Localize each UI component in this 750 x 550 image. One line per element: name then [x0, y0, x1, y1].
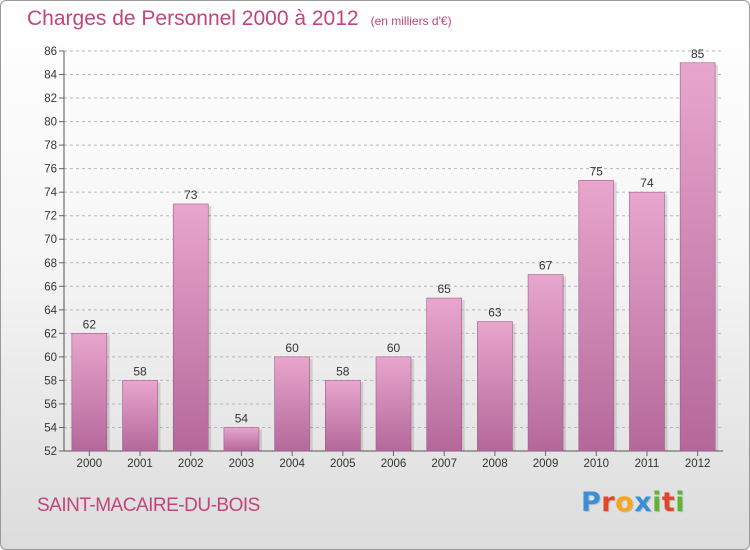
logo-letter: r	[601, 487, 616, 518]
y-tick-label: 52	[44, 446, 57, 458]
commune-name: SAINT-MACAIRE-DU-BOIS	[37, 495, 260, 516]
y-tick-label: 58	[44, 375, 57, 387]
x-tick-label: 2006	[381, 458, 407, 470]
bar-value-label: 65	[438, 282, 452, 296]
bar	[426, 297, 462, 452]
bar	[477, 321, 513, 452]
bar	[71, 333, 108, 452]
chart-subtitle: (en milliers d'€)	[370, 14, 452, 28]
chart-title: Charges de Personnel 2000 à 2012	[27, 7, 359, 30]
bar-value-label: 60	[387, 341, 401, 355]
y-tick-label: 86	[44, 46, 57, 58]
x-tick-label: 2010	[583, 458, 609, 470]
bar	[223, 427, 260, 452]
y-tick-label: 78	[44, 140, 57, 152]
proxiti-logo[interactable]: Proxiti	[581, 487, 685, 518]
title-line: Charges de Personnel 2000 à 2012 (en mill…	[27, 7, 452, 31]
bar-value-label: 85	[691, 47, 705, 61]
bar-value-label: 62	[83, 317, 97, 331]
logo-letter: i	[675, 487, 686, 518]
x-tick-label: 2009	[533, 458, 559, 470]
bar-value-label: 54	[235, 411, 249, 425]
y-tick-label: 64	[44, 305, 57, 317]
y-tick-label: 72	[44, 211, 57, 223]
x-tick-label: 2007	[431, 458, 457, 470]
bar	[629, 191, 665, 452]
y-tick-label: 84	[44, 70, 57, 82]
bar	[578, 180, 615, 452]
bar	[375, 356, 412, 452]
bar-value-label: 73	[184, 188, 198, 202]
bar-value-label: 58	[133, 364, 147, 378]
bar-value-label: 63	[488, 306, 502, 320]
y-tick-label: 60	[44, 352, 57, 364]
x-tick-label: 2002	[178, 458, 204, 470]
x-tick-label: 2003	[229, 458, 255, 470]
x-tick-label: 2001	[127, 458, 153, 470]
y-tick-label: 54	[44, 422, 57, 434]
bar	[527, 274, 564, 452]
x-tick-label: 2000	[77, 458, 103, 470]
y-tick-label: 70	[44, 234, 57, 246]
logo-letter: t	[661, 487, 676, 518]
y-tick-label: 74	[44, 187, 57, 199]
x-tick-label: 2008	[482, 458, 508, 470]
bar-value-label: 60	[285, 341, 299, 355]
y-tick-label: 62	[44, 328, 57, 340]
y-tick-label: 76	[44, 164, 57, 176]
x-tick-label: 2005	[330, 458, 356, 470]
bar-value-label: 58	[336, 364, 350, 378]
logo-letter: P	[581, 487, 602, 518]
x-tick-label: 2012	[685, 458, 711, 470]
x-tick-label: 2011	[635, 458, 660, 470]
bar	[679, 62, 716, 452]
y-tick-label: 68	[44, 258, 57, 270]
bar	[122, 380, 158, 452]
x-tick-label: 2004	[279, 458, 305, 470]
bar-value-label: 74	[640, 176, 654, 190]
logo-letter: x	[634, 487, 653, 518]
y-tick-label: 82	[44, 93, 57, 105]
bar-value-label: 75	[590, 164, 604, 178]
y-tick-label: 66	[44, 281, 57, 293]
bar-value-label: 67	[539, 259, 553, 273]
y-tick-label: 80	[44, 117, 57, 129]
bar	[274, 356, 310, 452]
y-tick-label: 56	[44, 399, 57, 411]
logo-letter: o	[615, 487, 635, 518]
logo-letter: i	[652, 487, 662, 518]
bar	[325, 380, 361, 452]
bar	[172, 203, 209, 452]
